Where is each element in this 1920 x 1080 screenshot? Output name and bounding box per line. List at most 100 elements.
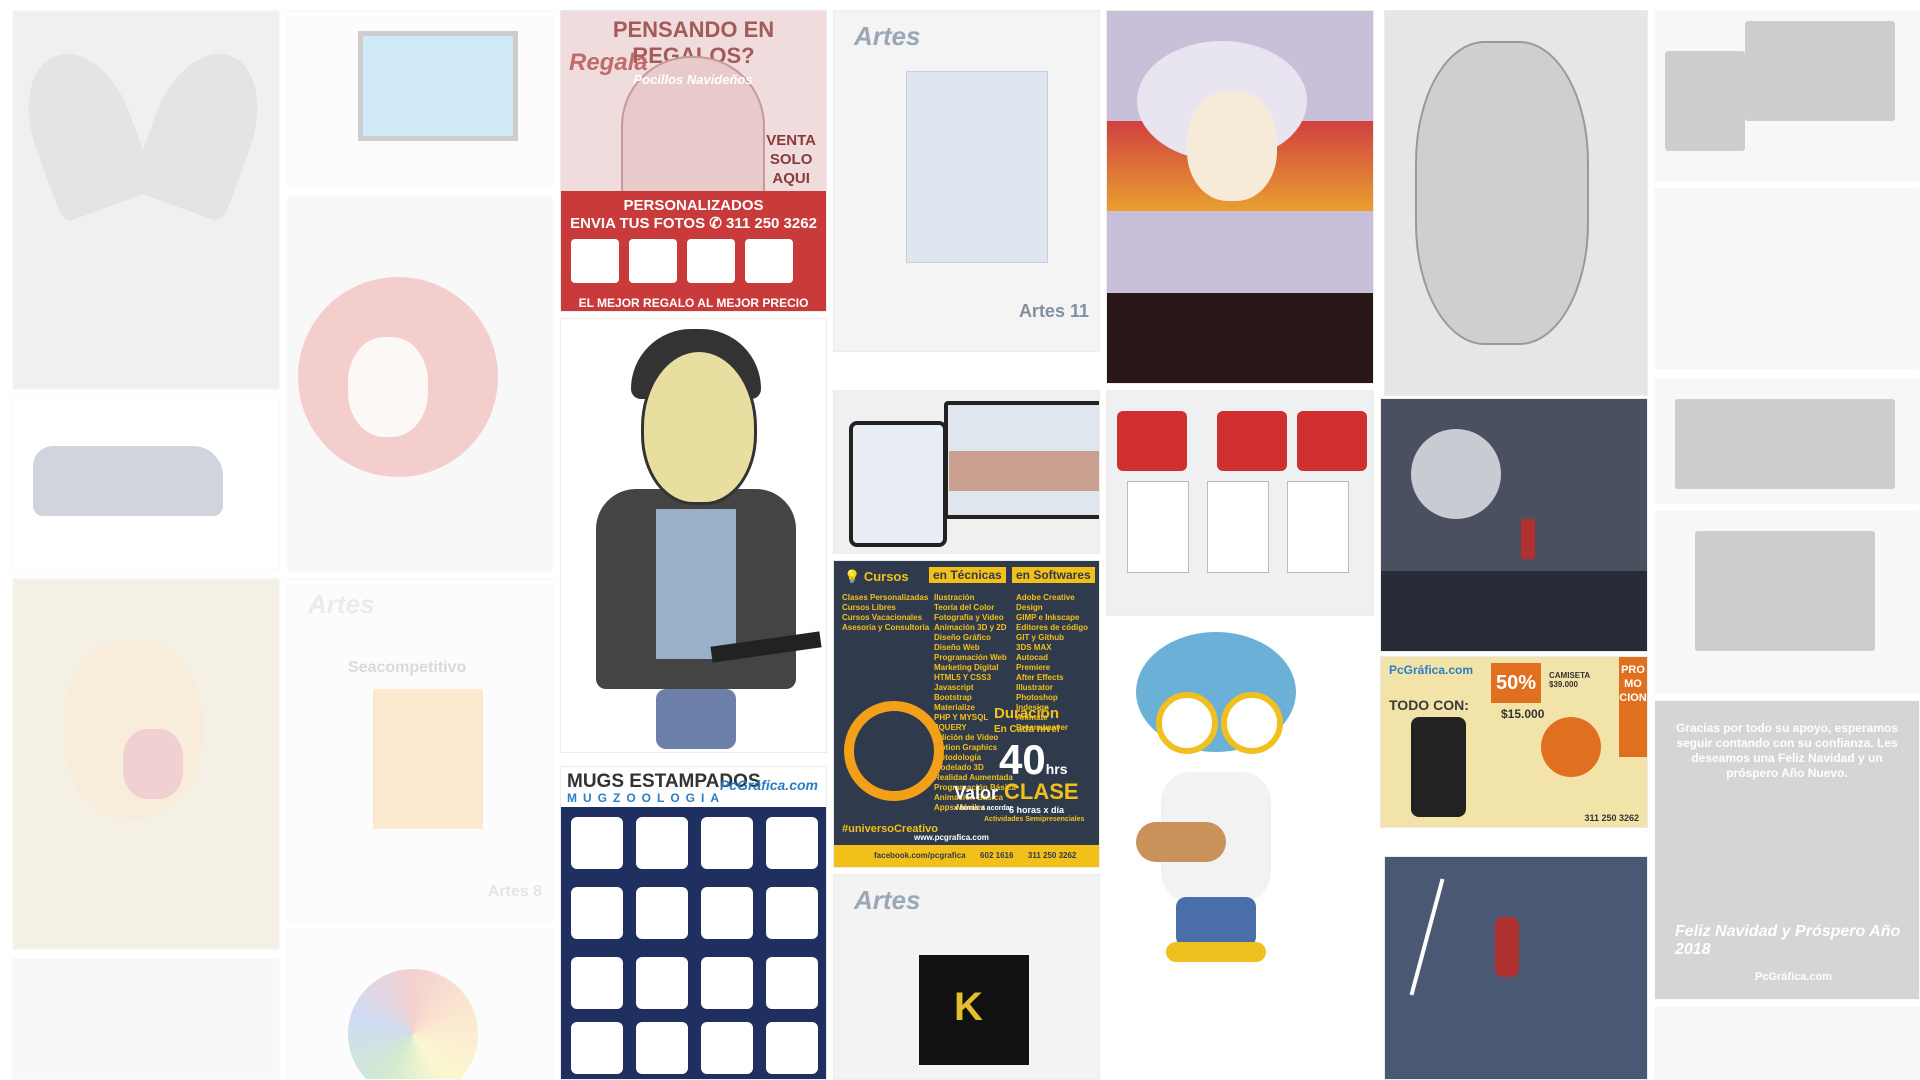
gallery-tile-eagle-illustration[interactable] <box>12 10 280 390</box>
artes-logo: Artes <box>308 589 375 619</box>
gallery-tile-storm-superhero[interactable] <box>1384 856 1648 1080</box>
gallery-tile-responsive-devices-mockup[interactable] <box>833 390 1100 554</box>
tecnicas-tag: en Técnicas <box>929 567 1006 583</box>
gallery-tile-stipple-sketch[interactable] <box>1384 10 1648 396</box>
gallery-tile-promo-halloween[interactable]: PcGráfica.com TODO CON: 50% CAMISETA $39… <box>1380 656 1648 828</box>
gallery-tile-bottom-col1[interactable] <box>12 958 280 1080</box>
pcgrafica-logo: PcGráfica.com <box>719 777 818 793</box>
gallery-tile-artes-8-poster[interactable]: Artes Seacompetitivo Artes 8 <box>287 578 553 922</box>
gallery-tile-cursos-poster[interactable]: 💡 Cursos en Técnicas en Softwares Clases… <box>833 560 1100 868</box>
gallery-tile-devices-mockup-1[interactable] <box>1654 10 1920 182</box>
gallery-tile-christmas-greeting[interactable]: Gracias por todo su apoyo, esperamos seg… <box>1654 700 1920 1000</box>
gallery-tile-color-fan[interactable] <box>287 928 553 1080</box>
monitor-screen <box>1745 21 1895 121</box>
mug-cell <box>766 817 818 869</box>
mug-cell <box>571 1022 623 1074</box>
phone-graphic <box>1411 717 1466 817</box>
lightning-bolt <box>1409 878 1445 996</box>
gallery-tile-bottom-col7[interactable] <box>1654 1006 1920 1080</box>
gallery-tile-dinosaur-print-set[interactable] <box>1106 390 1374 616</box>
list-item: Autocad <box>1016 653 1048 662</box>
gallery-tile-anime-girl-illustration[interactable] <box>1106 10 1374 384</box>
caped-figure <box>1521 519 1535 559</box>
gallery-tile-vampire-guitarist-caricature[interactable] <box>560 318 827 753</box>
list-item: Animate <box>1016 713 1048 722</box>
gallery-tile-print-mockup[interactable] <box>1654 188 1920 370</box>
mug-cell <box>701 817 753 869</box>
jaguar-mouth <box>123 729 183 799</box>
gallery-tile-mugs-estampados[interactable]: MUGS ESTAMPADOS MUGZOOLOGIA PcGráfica.co… <box>560 766 827 1080</box>
dark-ground <box>1107 293 1373 383</box>
list-item: Fotografía y Video <box>934 613 1004 622</box>
gallery-tile-devices-mockup-2[interactable] <box>1654 510 1920 694</box>
gallery-tile-artes-11-poster[interactable]: Artes Artes 11 <box>833 10 1100 352</box>
list-item: Modelado 3D <box>934 763 984 772</box>
gallery-tile-jaguar-illustration[interactable] <box>12 578 280 950</box>
print-card <box>1127 481 1189 573</box>
regalos-title: PENSANDO EN REGALOS? <box>612 17 775 68</box>
mug-cell <box>701 1022 753 1074</box>
gallery-tile-3d-painter-character[interactable] <box>1106 622 1374 1052</box>
nivel-label: En Cada nivel <box>994 724 1060 735</box>
cursos-mid-list: Ilustración Teoría del Color Fotografía … <box>934 593 1016 813</box>
jaguar-head <box>63 639 203 819</box>
monitor-photo-band <box>949 451 1099 491</box>
facebook-label: facebook.com/pcgrafica <box>874 851 966 860</box>
actividades-label: Actividades Semipresenciales <box>984 816 1085 823</box>
list-item: Editores de código <box>1016 623 1089 632</box>
list-item: Programación Básica <box>934 783 1016 792</box>
list-item: Javascript <box>934 683 974 692</box>
gallery-tile-moon-cliff-illustration[interactable] <box>1380 398 1648 652</box>
list-item: Dreamweaver <box>1016 723 1069 732</box>
gallery-tile-redhead-anime-illustration[interactable] <box>287 196 553 572</box>
mug-cell <box>766 1022 818 1074</box>
lightbulb-icon: 💡 <box>844 569 861 584</box>
color-fan-graphic <box>348 969 478 1079</box>
mug-cell <box>636 957 688 1009</box>
list-item: Illustrator <box>1016 683 1053 692</box>
list-item: GIT y Github <box>1016 633 1064 642</box>
list-item: Apps Móviles <box>934 803 986 812</box>
cursos-right-list: Adobe Creative Design GIMP e Inkscape Ed… <box>1016 593 1099 733</box>
mug-cell <box>571 957 623 1009</box>
monitor-screen <box>358 31 518 141</box>
list-item: Bootstrap <box>934 693 972 702</box>
mug-cell <box>571 887 623 939</box>
moon <box>1411 429 1501 519</box>
list-item: After Effects <box>1016 673 1064 682</box>
vampire-legs <box>656 689 736 749</box>
mug-cell <box>636 817 688 869</box>
mug-cell <box>701 887 753 939</box>
artes-11-number: Artes 11 <box>1018 301 1089 321</box>
hashtag-label: #universoCreativo <box>842 823 938 835</box>
regalos-footer: EL MEJOR REGALO AL MEJOR PRECIO <box>578 296 809 310</box>
mugzoologia-subtitle: MUGZOOLOGIA <box>567 791 725 805</box>
mug-cell <box>636 1022 688 1074</box>
mug-sample <box>687 239 735 283</box>
gallery-tile-artes-poster-dark[interactable]: Artes K <box>833 874 1100 1080</box>
gallery-tile-suv-illustration[interactable] <box>12 395 280 570</box>
goggle-left <box>1156 692 1218 754</box>
gallery-tile-website-banner[interactable] <box>1654 378 1920 504</box>
envia-fotos-label: ENVIA TUS FOTOS ✆ 311 250 3262 <box>561 215 826 233</box>
list-item: 3DS MAX <box>1016 643 1052 652</box>
mug-label: Pocillos Navideños <box>633 72 753 87</box>
tablet-screen <box>1665 51 1745 151</box>
duracion-title: Duración <box>994 705 1060 722</box>
gallery-tile-regalos-poster[interactable]: PENSANDO EN REGALOS? Regala Pocillos Nav… <box>560 10 827 312</box>
list-item: Ilustración <box>934 593 975 602</box>
seacompetitivo-title: Seacompetitivo <box>348 659 467 676</box>
mug-graphic: Pocillos Navideños <box>621 56 765 210</box>
regalos-band-text: PERSONALIZADOS ENVIA TUS FOTOS ✆ 311 250… <box>561 197 826 233</box>
print-card <box>1207 481 1269 573</box>
regala-script: Regala <box>569 49 648 76</box>
cursos-phone2: 311 250 3262 <box>1027 851 1077 860</box>
monitor-screen <box>1695 531 1875 651</box>
list-item: Cursos Libres <box>842 603 896 612</box>
gallery-tile-responsive-web-mockup[interactable] <box>287 10 553 188</box>
vampire-head <box>641 349 757 505</box>
cliff <box>1381 571 1647 651</box>
eagle-wing-left <box>13 38 158 224</box>
red-banner <box>1217 411 1287 471</box>
dark-box-graphic <box>919 955 1029 1065</box>
